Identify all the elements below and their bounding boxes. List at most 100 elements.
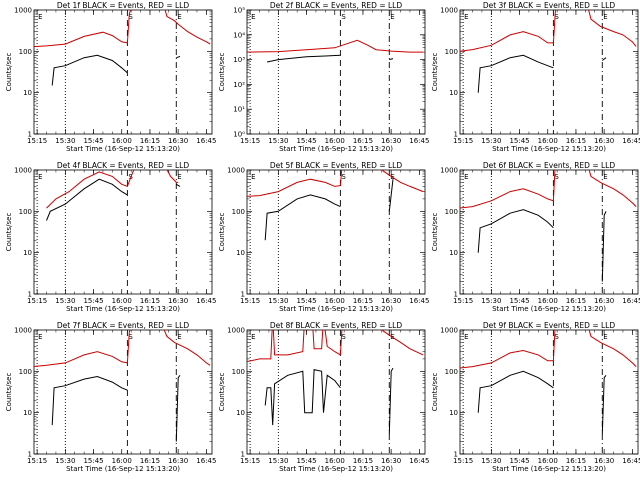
lld-series-line — [460, 170, 637, 209]
event-marker-label: E — [177, 333, 181, 341]
y-tick-label: 1000 — [440, 7, 458, 15]
event-marker-label: S — [554, 13, 559, 21]
event-marker-label: S — [341, 333, 346, 341]
plot-frame — [33, 329, 213, 455]
event-marker-label: E — [251, 173, 255, 181]
event-marker-label: E — [177, 173, 181, 181]
y-tick-label: 10 — [23, 249, 32, 257]
x-tick-label: 16:00 — [538, 137, 558, 145]
events-series-segment — [388, 179, 394, 212]
x-tick-label: 16:15 — [140, 457, 160, 465]
events-series-segment — [601, 57, 607, 61]
events-series-segment — [176, 56, 181, 59]
x-tick-label: 15:45 — [296, 297, 316, 305]
x-tick-label: 15:15 — [240, 137, 260, 145]
x-axis-label: Start Time (16-Sep-12 15:13:20) — [279, 465, 393, 473]
x-tick-label: 16:30 — [381, 137, 401, 145]
y-tick-label: 1000 — [14, 7, 32, 15]
y-tick-label: 100 — [445, 48, 458, 56]
x-axis-label: Start Time (16-Sep-12 15:13:20) — [66, 305, 180, 313]
events-series-line — [477, 370, 554, 413]
events-series-segment — [389, 58, 394, 61]
x-tick-label: 15:30 — [55, 297, 75, 305]
x-tick-label: 16:15 — [353, 137, 373, 145]
chart-panel: Det 5f BLACK = Events, RED = LLD 1 10 100 10… — [218, 161, 429, 313]
lld-series-line — [34, 10, 211, 48]
event-marker-label: S — [341, 13, 346, 21]
y-axis-label: Counts/sec — [5, 213, 13, 252]
plot-frame — [33, 169, 213, 295]
chart-title: Det 9f BLACK = Events, RED = LLD — [483, 321, 616, 330]
event-marker-label: S — [554, 173, 559, 181]
events-series-line — [51, 54, 128, 86]
lld-series-line — [460, 330, 637, 369]
chart-title: Det 3f BLACK = Events, RED = LLD — [483, 1, 616, 10]
x-tick-label: 15:45 — [83, 297, 103, 305]
x-axis-label: Start Time (16-Sep-12 15:13:20) — [492, 465, 606, 473]
x-tick-label: 15:45 — [509, 297, 529, 305]
chart-panel: Det 7f BLACK = Events, RED = LLD 1 10 100 10… — [5, 321, 216, 473]
x-tick-label: 15:15 — [240, 297, 260, 305]
chart-title: Det 7f BLACK = Events, RED = LLD — [57, 321, 190, 330]
event-marker-label: E — [603, 173, 607, 181]
chart-panel: Det 3f BLACK = Events, RED = LLD 1 10 100 10… — [431, 1, 640, 153]
y-axis-label: Counts/sec — [218, 373, 226, 412]
events-series-segment — [175, 375, 181, 442]
events-series-line — [477, 54, 554, 93]
x-tick-label: 16:00 — [325, 297, 345, 305]
x-tick-label: 16:15 — [140, 137, 160, 145]
y-tick-label: 1000 — [440, 167, 458, 175]
x-tick-label: 16:45 — [622, 297, 640, 305]
y-tick-label: 1 — [454, 131, 458, 139]
y-tick-label: 1000 — [14, 167, 32, 175]
events-series-line — [46, 178, 128, 221]
chart-panel: Det 2f BLACK = Events, RED = LLD 10⁰ 10¹ 10… — [218, 1, 429, 153]
x-tick-label: 16:30 — [381, 457, 401, 465]
y-axis-label: Counts/sec — [431, 213, 439, 252]
x-tick-label: 15:30 — [481, 137, 501, 145]
x-tick-label: 16:45 — [409, 457, 429, 465]
x-axis-label: Start Time (16-Sep-12 15:13:20) — [279, 145, 393, 153]
events-series-line — [264, 368, 341, 426]
x-tick-label: 15:15 — [240, 457, 260, 465]
x-tick-label: 16:00 — [112, 297, 132, 305]
x-tick-label: 15:30 — [481, 457, 501, 465]
y-axis-label: Counts/sec — [218, 213, 226, 252]
x-tick-label: 16:30 — [168, 297, 188, 305]
plot-frame — [33, 9, 213, 135]
x-tick-label: 15:15 — [27, 457, 47, 465]
series-group — [247, 39, 424, 63]
y-tick-label: 10² — [233, 81, 245, 89]
y-tick-label: 10 — [236, 409, 245, 417]
y-tick-label: 1 — [454, 291, 458, 299]
y-axis-label: Counts/sec — [5, 53, 13, 92]
events-series-segment — [601, 211, 607, 282]
chart-panel: Det 1f BLACK = Events, RED = LLD 1 10 100 10… — [5, 1, 216, 153]
x-tick-label: 15:30 — [268, 137, 288, 145]
x-tick-label: 16:00 — [325, 137, 345, 145]
x-tick-label: 16:30 — [594, 297, 614, 305]
lld-series-line — [46, 170, 179, 209]
y-tick-label: 10³ — [233, 56, 245, 64]
x-tick-label: 16:15 — [353, 297, 373, 305]
events-series-segment — [601, 375, 607, 435]
series-group — [460, 330, 637, 435]
x-tick-label: 15:45 — [509, 137, 529, 145]
plot-frame — [246, 9, 426, 135]
y-tick-label: 1000 — [440, 327, 458, 335]
y-tick-label: 10⁴ — [233, 31, 245, 39]
x-tick-label: 16:15 — [566, 137, 586, 145]
x-axis-label: Start Time (16-Sep-12 15:13:20) — [66, 145, 180, 153]
chart-title: Det 6f BLACK = Events, RED = LLD — [483, 161, 616, 170]
y-tick-label: 1000 — [14, 327, 32, 335]
chart-panel: Det 4f BLACK = Events, RED = LLD 1 10 100 10… — [5, 161, 216, 313]
series-group — [247, 170, 424, 241]
plot-frame — [459, 9, 639, 135]
x-tick-label: 15:30 — [481, 297, 501, 305]
event-marker-label: S — [128, 333, 133, 341]
x-tick-label: 15:45 — [296, 137, 316, 145]
event-marker-label: E — [464, 173, 468, 181]
event-marker-label: E — [38, 13, 42, 21]
event-marker-label: E — [603, 333, 607, 341]
